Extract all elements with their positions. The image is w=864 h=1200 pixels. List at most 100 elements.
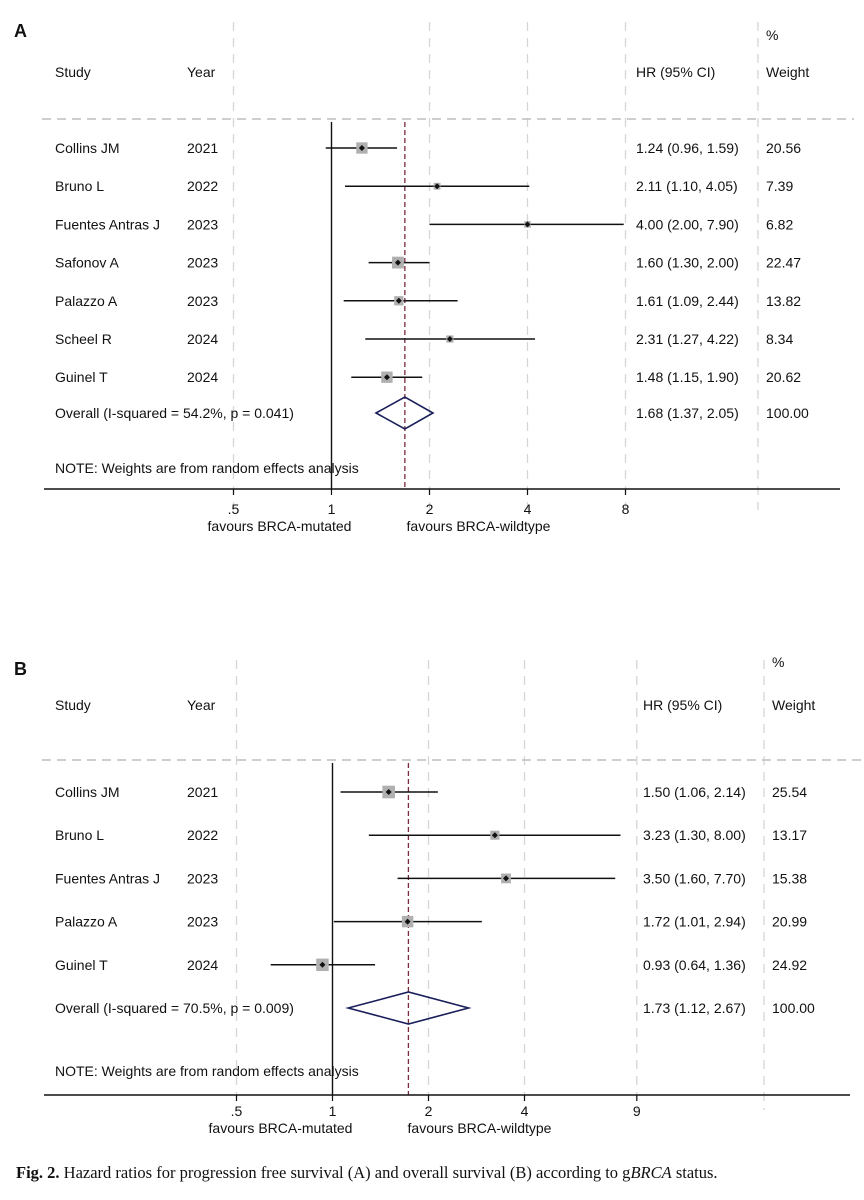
panel-a-study-name-1: Bruno L [55, 178, 104, 194]
panel-b-study-hr-1: 3.23 (1.30, 8.00) [643, 827, 746, 843]
panel-a-study-name-6: Guinel T [55, 369, 108, 385]
panel-b-study-hr-4: 0.93 (0.64, 1.36) [643, 957, 746, 973]
panel-b-study-year-0: 2021 [187, 784, 218, 800]
panel-a-study-year-3: 2023 [187, 255, 218, 271]
panel-a-study-hr-2: 4.00 (2.00, 7.90) [636, 216, 739, 232]
panel-a-header-year: Year [187, 64, 216, 80]
panel-b-favours-left-label: favours BRCA-mutated [209, 1120, 353, 1136]
panel-b-x-tick-label-0: .5 [231, 1103, 243, 1119]
panel-a-point-estimate-1 [434, 183, 441, 190]
panel-b-study-name-1: Bruno L [55, 827, 104, 843]
panel-b-study-weight-2: 15.38 [772, 870, 807, 886]
panel-a-study-name-2: Fuentes Antras J [55, 216, 160, 232]
panel-b-header-weight: Weight [772, 697, 815, 713]
panel-b-point-estimate-4 [319, 961, 326, 968]
panel-b-favours-right-label: favours BRCA-wildtype [408, 1120, 552, 1136]
panel-b-label: B [14, 659, 27, 679]
panel-a-study-hr-4: 1.61 (1.09, 2.44) [636, 293, 739, 309]
panel-b-point-estimate-1 [491, 832, 498, 839]
panel-a-study-year-6: 2024 [187, 369, 218, 385]
panel-b-point-estimate-0 [385, 789, 392, 795]
panel-b-note: NOTE: Weights are from random effects an… [55, 1063, 359, 1079]
panel-a-point-estimate-0 [358, 145, 365, 151]
panel-a-study-hr-5: 2.31 (1.27, 4.22) [636, 331, 739, 347]
panel-a-study-weight-6: 20.62 [766, 369, 801, 385]
panel-a-study-name-0: Collins JM [55, 140, 120, 156]
panel-a-x-tick-label-4: 8 [622, 501, 630, 517]
panel-b-x-tick-label-1: 1 [329, 1103, 337, 1119]
panel-b-study-name-4: Guinel T [55, 957, 108, 973]
panel-b-x-tick-label-2: 2 [425, 1103, 433, 1119]
panel-a-header-hr: HR (95% CI) [636, 64, 715, 80]
panel-a-study-year-5: 2024 [187, 331, 218, 347]
panel-b-header-pct: % [772, 654, 784, 670]
caption-fig-label: Fig. 2. [16, 1163, 60, 1182]
panel-b-study-weight-3: 20.99 [772, 914, 807, 930]
panel-b-header-hr: HR (95% CI) [643, 697, 722, 713]
panel-a-overall-label: Overall (I-squared = 54.2%, p = 0.041) [55, 405, 294, 421]
panel-b-point-estimate-3 [404, 918, 411, 925]
panel-b-study-hr-0: 1.50 (1.06, 2.14) [643, 784, 746, 800]
panel-a-study-name-4: Palazzo A [55, 293, 118, 309]
panel-a-point-estimate-6 [383, 374, 390, 381]
panel-a-point-estimate-2 [524, 221, 531, 228]
panel-a-point-estimate-3 [394, 259, 401, 266]
panel-a-study-year-4: 2023 [187, 293, 218, 309]
panel-a-study-hr-6: 1.48 (1.15, 1.90) [636, 369, 739, 385]
panel-b-study-weight-4: 24.92 [772, 957, 807, 973]
panel-a-study-year-0: 2021 [187, 140, 218, 156]
panel-a-study-name-3: Safonov A [55, 255, 119, 271]
panel-a-study-year-2: 2023 [187, 216, 218, 232]
panel-a-label: A [14, 21, 27, 41]
panel-a-point-estimate-5 [446, 336, 453, 342]
panel-a-x-tick-label-1: 1 [328, 501, 336, 517]
panel-a-x-tick-label-0: .5 [228, 501, 240, 517]
panel-a-x-tick-label-2: 2 [426, 501, 434, 517]
panel-b-point-estimate-2 [503, 875, 510, 882]
panel-a-header-pct: % [766, 27, 778, 43]
panel-b-overall-label: Overall (I-squared = 70.5%, p = 0.009) [55, 1000, 294, 1016]
panel-b-study-hr-2: 3.50 (1.60, 7.70) [643, 870, 746, 886]
panel-a-x-tick-label-3: 4 [524, 501, 532, 517]
caption-text-after: status. [671, 1163, 718, 1182]
panel-b-study-year-4: 2024 [187, 957, 218, 973]
panel-b-study-hr-3: 1.72 (1.01, 2.94) [643, 914, 746, 930]
panel-a-study-weight-4: 13.82 [766, 293, 801, 309]
panel-a-overall-weight: 100.00 [766, 405, 809, 421]
panel-b-header-year: Year [187, 697, 216, 713]
panel-b-header-study: Study [55, 697, 91, 713]
panel-a-favours-left-label: favours BRCA-mutated [208, 518, 352, 534]
panel-a-study-weight-0: 20.56 [766, 140, 801, 156]
panel-a-note: NOTE: Weights are from random effects an… [55, 460, 359, 476]
panel-b-study-weight-1: 13.17 [772, 827, 807, 843]
panel-a-study-weight-1: 7.39 [766, 178, 793, 194]
panel-a-study-weight-5: 8.34 [766, 331, 793, 347]
panel-a-study-weight-2: 6.82 [766, 216, 793, 232]
panel-b-x-tick-label-3: 4 [521, 1103, 529, 1119]
panel-a-point-estimate-4 [395, 297, 402, 304]
panel-a-study-hr-3: 1.60 (1.30, 2.00) [636, 255, 739, 271]
panel-b-overall-weight: 100.00 [772, 1000, 815, 1016]
panel-b-overall-hr: 1.73 (1.12, 2.67) [643, 1000, 746, 1016]
panel-a-study-hr-0: 1.24 (0.96, 1.59) [636, 140, 739, 156]
panel-a-study-year-1: 2022 [187, 178, 218, 194]
caption-text-italic: BRCA [630, 1163, 672, 1182]
panel-b-study-year-3: 2023 [187, 914, 218, 930]
panel-b-x-tick-label-4: 9 [633, 1103, 641, 1119]
panel-a-header-weight: Weight [766, 64, 809, 80]
panel-b-study-name-3: Palazzo A [55, 914, 118, 930]
panel-b-study-name-0: Collins JM [55, 784, 120, 800]
panel-a-overall-hr: 1.68 (1.37, 2.05) [636, 405, 739, 421]
panel-a-study-weight-3: 22.47 [766, 255, 801, 271]
figure-caption: Fig. 2. Hazard ratios for progression fr… [16, 1163, 856, 1183]
panel-b-study-weight-0: 25.54 [772, 784, 807, 800]
panel-b-overall-diamond [345, 991, 472, 1025]
panel-b-study-name-2: Fuentes Antras J [55, 870, 160, 886]
caption-text-before: Hazard ratios for progression free survi… [59, 1163, 631, 1182]
panel-a-favours-right-label: favours BRCA-wildtype [407, 518, 551, 534]
panel-b-study-year-2: 2023 [187, 870, 218, 886]
panel-a-study-hr-1: 2.11 (1.10, 4.05) [636, 178, 738, 194]
panel-a-header-study: Study [55, 64, 91, 80]
panel-b-study-year-1: 2022 [187, 827, 218, 843]
